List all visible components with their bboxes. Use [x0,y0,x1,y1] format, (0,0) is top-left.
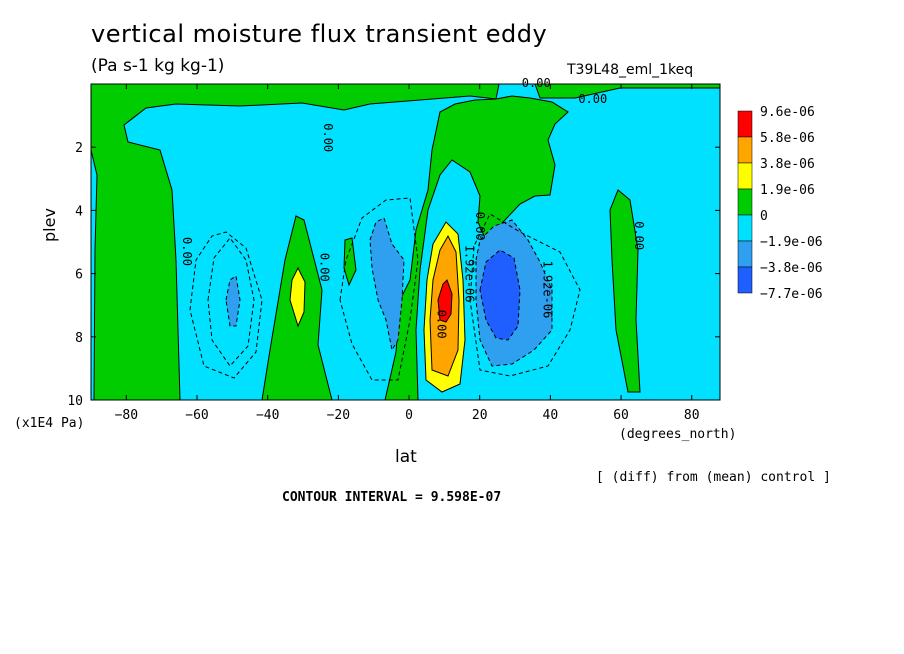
contour-label: 0.00 [522,76,551,90]
contour-dashed-sh-outer [189,231,263,379]
colorbar-label: −1.9e-06 [760,235,823,250]
y-tick-label: 2 [75,141,83,156]
colorbar-swatch [737,188,753,216]
region-positive-level-3 [437,279,453,323]
x-axis-label: lat [395,447,417,467]
y-tick-label: 10 [67,394,83,409]
y-tick-label: 8 [75,331,83,346]
contour-dashed-east [469,213,581,377]
colorbar-label: 0 [760,209,768,224]
contour-interval: CONTOUR INTERVAL = 9.598E-07 [282,490,502,505]
colorbar-label: −3.8e-06 [760,261,823,276]
contour-label: 0.00 [578,92,607,106]
region-negative-eq-west [369,217,405,352]
region-positive-equatorial [384,95,569,400]
colorbar-label: 3.8e-06 [760,157,815,172]
contour-label: 0.00 [318,253,332,282]
colorbar-swatch [737,214,753,242]
x-tick-label: 80 [684,408,700,423]
plot-frame [90,83,721,401]
x-tick-label: 40 [543,408,559,423]
colorbar-swatch [737,240,753,268]
colorbar-swatch [737,162,753,190]
region-negative-eq-east-deep [479,249,521,341]
contour-label: 1.92e-06 [463,245,477,303]
colorbar-swatch [737,136,753,164]
x-axis-units: (degrees_north) [619,427,737,442]
colorbar-swatch [737,110,753,138]
contour-dashed-sh [207,237,255,367]
y-tick-label: 6 [75,268,83,283]
y-tick-label: 4 [75,204,83,219]
contour-label: 0.00 [180,237,194,266]
contour-dashed-eq [339,197,419,381]
colorbar: 9.6e-06 5.8e-06 3.8e-06 1.9e-06 0 −1.9e-06 −3.… [737,105,823,302]
x-tick-label: 0 [405,408,413,423]
colorbar-label: 1.9e-06 [760,183,815,198]
contour-label: 0.00 [321,123,335,152]
x-tick-label: 60 [613,408,629,423]
contour-labels: 0.00 0.00 0.00 0.00 0.00 0.00 0.00 0.00 1.92e-06… [180,76,646,338]
contour-label: 0.00 [434,310,448,339]
colorbar-label: −7.7e-06 [760,287,823,302]
chart-units: (Pa s-1 kg kg-1) [91,56,225,76]
x-tick-label: −80 [115,408,138,423]
axis-ticks: −80 −60 −40 −20 0 20 40 60 80 2 4 6 8 10 [67,84,720,423]
x-tick-label: 20 [472,408,488,423]
chart-title: vertical moisture flux transient eddy [91,20,548,48]
region-positive-sh [91,84,500,400]
region-negative-sh [225,275,241,327]
colorbar-swatch [737,266,753,294]
diff-note: [ (diff) from (mean) control ] [596,470,831,485]
contour-fields [91,84,720,400]
region-positive-sh-yellow [289,266,306,328]
contour-label: 0.00 [473,212,487,241]
experiment-label: T39L48_eml_1keq [567,62,694,78]
x-tick-label: −60 [185,408,208,423]
contour-label: 1.92e-06 [540,261,554,319]
colorbar-label: 9.6e-06 [760,105,815,120]
region-positive-small [343,237,357,287]
x-tick-label: −40 [256,408,279,423]
y-axis-units: (x1E4 Pa) [14,416,85,431]
region-positive-upper-right [534,84,720,99]
x-tick-label: −20 [327,408,350,423]
contour-label: 0.00 [632,221,646,250]
colorbar-label: 5.8e-06 [760,131,815,146]
region-positive-right [609,189,641,393]
